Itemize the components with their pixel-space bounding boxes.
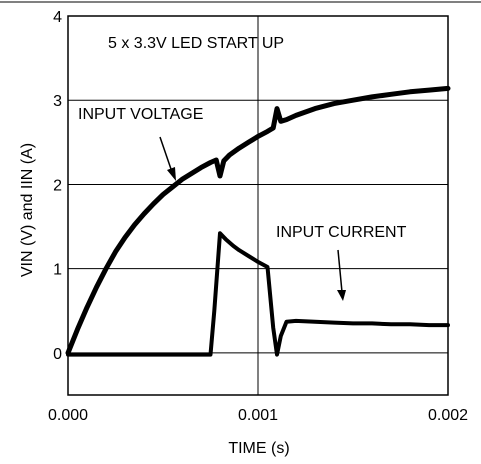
- annotation-input-voltage: INPUT VOLTAGE: [78, 106, 203, 123]
- x-axis-label: TIME (s): [228, 440, 289, 457]
- y-tick-label: 3: [53, 93, 62, 110]
- arrow-input-current: [337, 249, 346, 301]
- chart-title: 5 x 3.3V LED START UP: [108, 35, 284, 52]
- x-tick-label: 0.002: [428, 407, 468, 424]
- series-input-voltage: [65, 85, 451, 356]
- x-tick-label: 0.001: [238, 407, 278, 424]
- y-tick-label: 2: [53, 177, 62, 194]
- series-layer: [65, 85, 451, 357]
- x-tick-label: 0.000: [48, 407, 88, 424]
- series-input-current: [66, 231, 450, 357]
- annotation-input-current: INPUT CURRENT: [276, 224, 407, 241]
- y-tick-label: 0: [53, 346, 62, 363]
- y-axis-label: VIN (V) and IIN (A): [19, 143, 36, 277]
- arrow-input-voltage: [159, 136, 176, 181]
- plot-frame: [67, 15, 449, 396]
- grid: [68, 16, 448, 395]
- y-tick-label: 1: [53, 262, 62, 279]
- tick-labels: 0 1 2 3 4 0.000 0.001 0.002: [48, 9, 468, 424]
- y-tick-label: 4: [53, 9, 62, 26]
